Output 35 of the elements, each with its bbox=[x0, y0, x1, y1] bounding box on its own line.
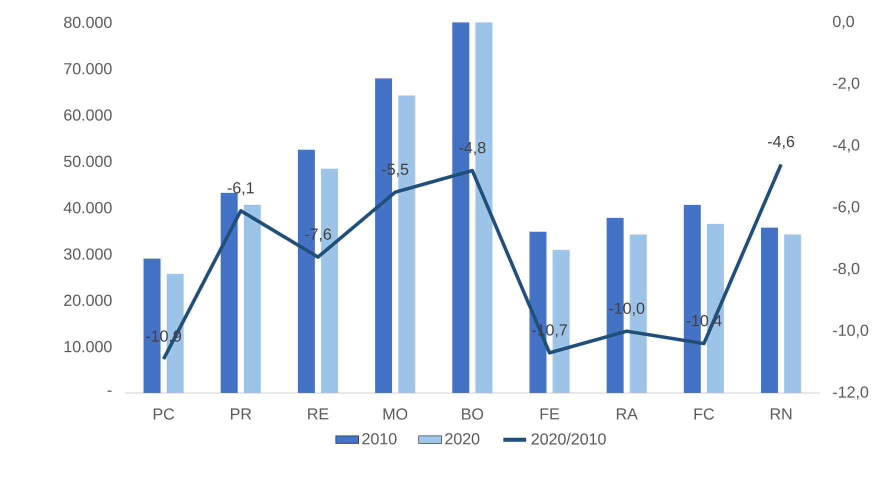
x-tick-label: FC bbox=[694, 408, 714, 420]
y2-tick-label: -10,0 bbox=[833, 324, 868, 338]
legend-label: 2010 bbox=[362, 433, 397, 444]
y-tick-label: 80.000 bbox=[64, 16, 112, 28]
legend-label: 2020 bbox=[445, 433, 480, 444]
y2-tick-label: -8,0 bbox=[833, 262, 860, 276]
y-tick-label: 40.000 bbox=[64, 202, 112, 214]
y-tick-label: 30.000 bbox=[64, 248, 112, 260]
x-tick-label: FE bbox=[540, 408, 560, 420]
data-label: -10,4 bbox=[686, 314, 722, 328]
data-label: -4,6 bbox=[768, 136, 794, 150]
x-tick-label: PR bbox=[230, 408, 252, 420]
y-tick-label: - bbox=[108, 390, 112, 392]
y-tick-label: 50.000 bbox=[64, 156, 112, 167]
y2-tick-label: 0,0 bbox=[833, 16, 854, 29]
bar bbox=[761, 228, 778, 393]
y2-tick-label: -12,0 bbox=[833, 386, 868, 400]
y2-tick-label: -2,0 bbox=[833, 78, 860, 91]
y2-tick-label: -6,0 bbox=[833, 201, 860, 214]
bar bbox=[784, 234, 802, 393]
x-tick-label: PC bbox=[154, 408, 174, 420]
bar bbox=[244, 204, 261, 393]
y-tick-label: 20.000 bbox=[64, 294, 112, 306]
x-tick-label: MO bbox=[384, 408, 408, 420]
x-tick-label: RA bbox=[616, 408, 638, 420]
y-tick-label: 60.000 bbox=[64, 109, 112, 121]
x-tick-label: RN bbox=[770, 408, 792, 420]
x-tick-label: RE bbox=[308, 408, 328, 420]
y-tick-label: 10.000 bbox=[64, 341, 112, 352]
y-tick-label: 70.000 bbox=[64, 63, 112, 74]
data-label: -6,1 bbox=[228, 182, 254, 196]
y2-tick-label: -4,0 bbox=[833, 139, 860, 153]
legend-label: 2020/2010 bbox=[532, 432, 606, 445]
x-tick-label: BO bbox=[462, 408, 484, 420]
data-label: -10,9 bbox=[146, 330, 182, 344]
